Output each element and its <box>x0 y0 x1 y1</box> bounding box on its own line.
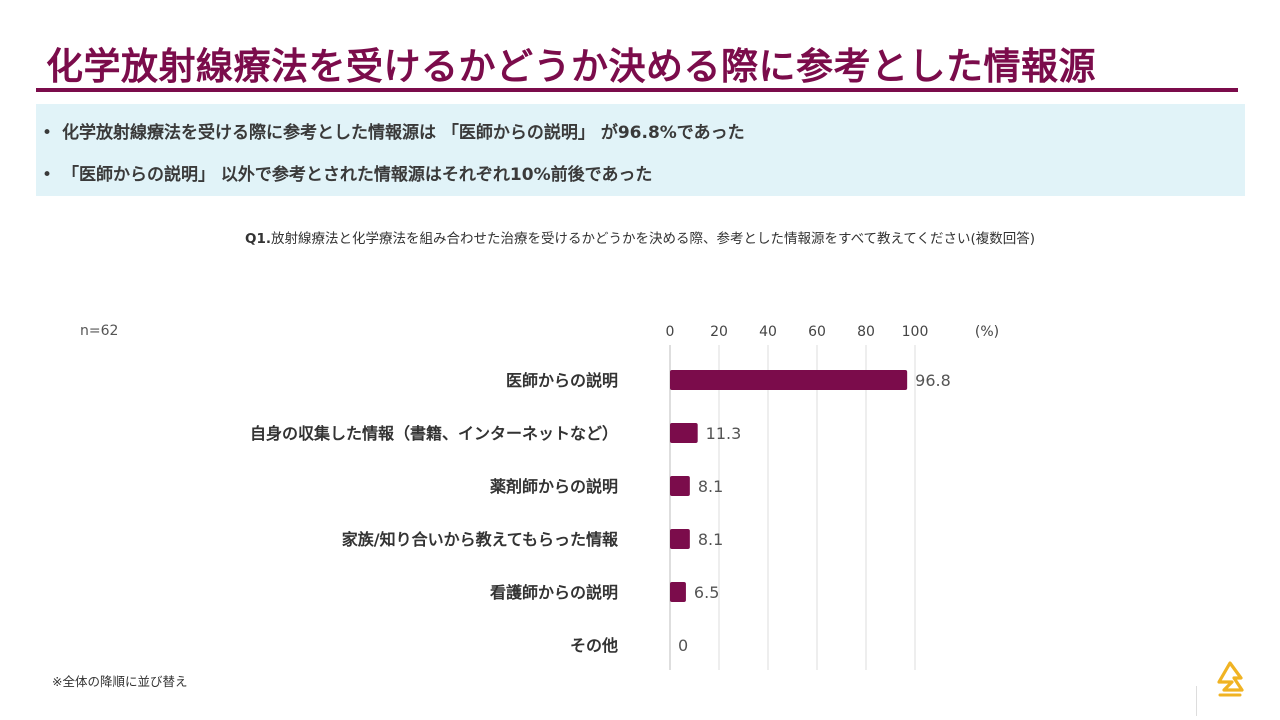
summary-bullet-1: • 化学放射線療法を受ける際に参考とした情報源は 「医師からの説明」 が96.8%… <box>42 118 745 143</box>
category-label: 看護師からの説明 <box>489 583 618 602</box>
bar <box>670 476 690 496</box>
summary-box <box>36 104 1245 196</box>
data-label: 8.1 <box>698 530 723 549</box>
summary-bullet-2: • 「医師からの説明」 以外で参考とされた情報源はそれぞれ10%前後であった <box>42 160 652 185</box>
category-label: 薬剤師からの説明 <box>489 477 618 496</box>
x-tick-label: 80 <box>857 324 875 340</box>
x-axis-unit: (%) <box>975 324 999 340</box>
category-label: 家族/知り合いから教えてもらった情報 <box>342 530 619 549</box>
bullet-icon: • <box>42 165 53 185</box>
summary-text-1: 化学放射線療法を受ける際に参考とした情報源は 「医師からの説明」 が96.8%で… <box>62 123 745 143</box>
footnote: ※全体の降順に並び替え <box>52 674 188 689</box>
bar <box>670 529 690 549</box>
x-tick-label: 20 <box>710 324 728 340</box>
sample-size: n=62 <box>80 323 119 339</box>
astrazeneca-symbol-icon <box>1217 661 1244 697</box>
bar <box>670 423 698 443</box>
data-label: 6.5 <box>694 583 719 602</box>
bar <box>670 582 686 602</box>
title-underline <box>36 88 1238 92</box>
data-label: 96.8 <box>915 371 951 390</box>
category-label: 自身の収集した情報（書籍、インターネットなど） <box>250 424 618 443</box>
x-tick-label: 40 <box>759 324 777 340</box>
x-tick-label: 0 <box>666 324 675 340</box>
x-tick-label: 100 <box>902 324 929 340</box>
category-label: 医師からの説明 <box>506 371 618 390</box>
data-label: 0 <box>678 636 688 655</box>
question-text: 放射線療法と化学療法を組み合わせた治療を受けるかどうかを決める際、参考とした情報… <box>271 231 1035 247</box>
data-label: 8.1 <box>698 477 723 496</box>
bar <box>670 370 908 390</box>
bullet-icon: • <box>42 123 53 143</box>
summary-text-2: 「医師からの説明」 以外で参考とされた情報源はそれぞれ10%前後であった <box>62 165 653 185</box>
survey-question: Q1.放射線療法と化学療法を組み合わせた治療を受けるかどうかを決める際、参考とし… <box>0 227 1280 247</box>
x-tick-label: 60 <box>808 324 826 340</box>
category-label: その他 <box>570 636 618 655</box>
data-label: 11.3 <box>706 424 742 443</box>
page-title: 化学放射線療法を受けるかどうか決める際に参考とした情報源 <box>46 45 1096 88</box>
question-number: Q1. <box>245 231 272 247</box>
footer-divider <box>1196 686 1197 716</box>
